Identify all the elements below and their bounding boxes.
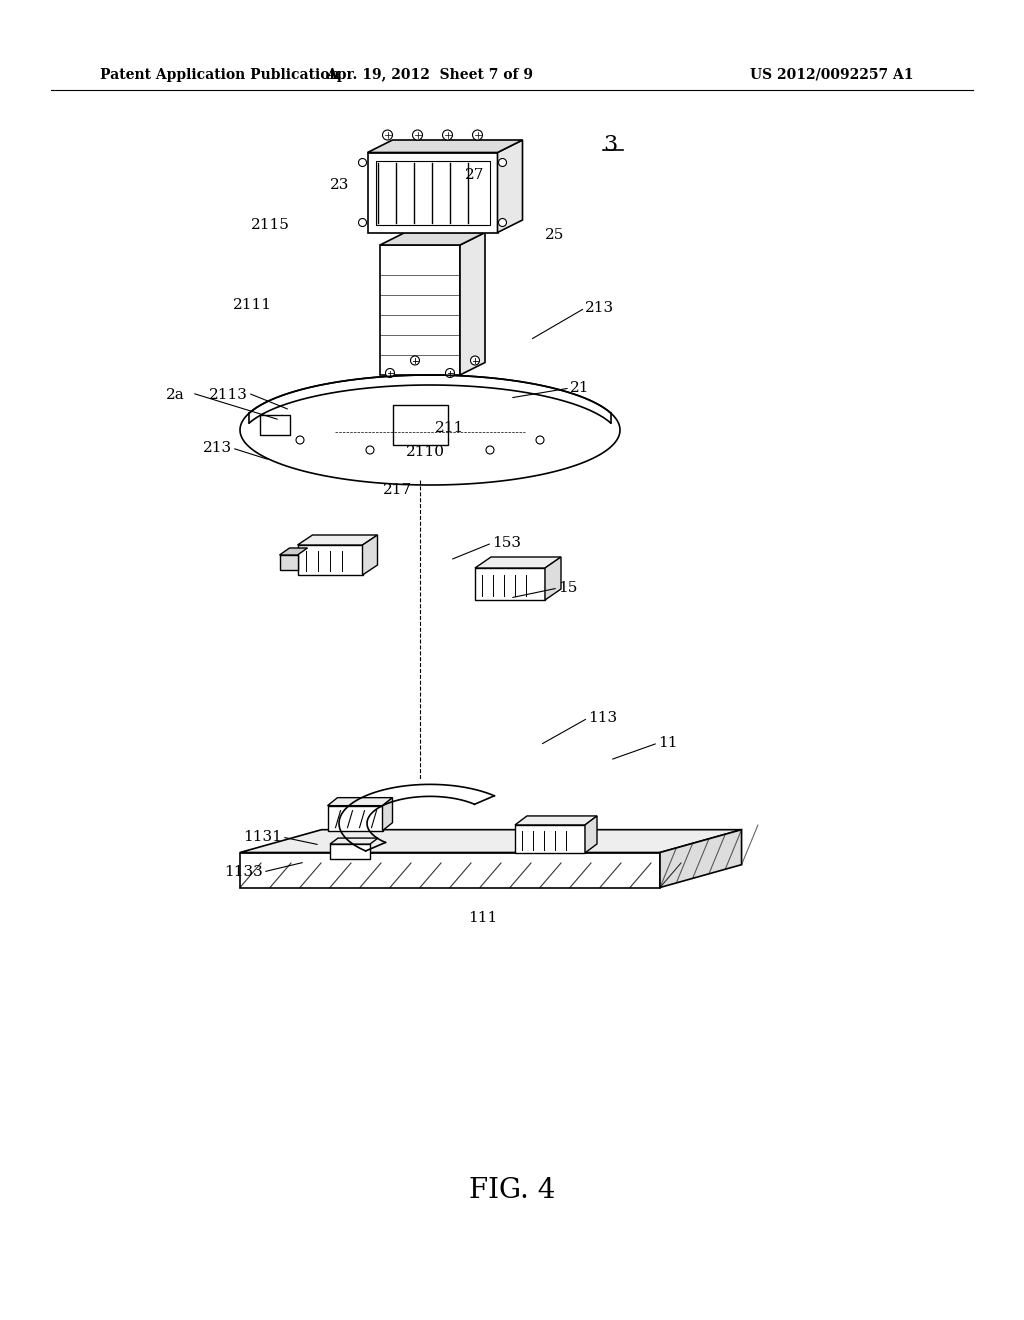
Polygon shape (498, 140, 522, 232)
Text: 25: 25 (545, 228, 564, 242)
Text: 213: 213 (585, 301, 614, 315)
Polygon shape (545, 557, 561, 601)
Polygon shape (362, 535, 378, 576)
Polygon shape (330, 838, 378, 843)
Text: 2110: 2110 (406, 445, 444, 459)
Polygon shape (280, 554, 298, 570)
Text: 2111: 2111 (233, 298, 272, 312)
Polygon shape (298, 535, 378, 545)
Text: 113: 113 (588, 711, 617, 725)
Text: 213: 213 (203, 441, 232, 455)
Circle shape (411, 356, 420, 366)
Text: 1131: 1131 (243, 830, 282, 843)
Circle shape (366, 446, 374, 454)
Text: US 2012/0092257 A1: US 2012/0092257 A1 (750, 69, 913, 82)
Text: 153: 153 (492, 536, 521, 550)
Circle shape (445, 368, 455, 378)
Polygon shape (515, 816, 597, 825)
Circle shape (358, 158, 367, 166)
Text: 15: 15 (558, 581, 578, 595)
Text: 111: 111 (468, 911, 498, 925)
Circle shape (413, 129, 423, 140)
Polygon shape (515, 825, 585, 853)
Polygon shape (380, 232, 485, 246)
Text: Patent Application Publication: Patent Application Publication (100, 69, 340, 82)
Text: 3: 3 (603, 135, 617, 156)
Bar (376, 161, 489, 224)
Text: Apr. 19, 2012  Sheet 7 of 9: Apr. 19, 2012 Sheet 7 of 9 (327, 69, 534, 82)
Text: 1133: 1133 (224, 865, 263, 879)
Circle shape (442, 129, 453, 140)
Circle shape (472, 129, 482, 140)
Polygon shape (328, 805, 383, 830)
Text: 27: 27 (465, 168, 484, 182)
Circle shape (499, 158, 507, 166)
Polygon shape (475, 568, 545, 601)
Circle shape (296, 436, 304, 444)
Polygon shape (660, 830, 741, 887)
Polygon shape (383, 797, 392, 830)
Bar (260, 414, 290, 436)
Text: 211: 211 (435, 421, 465, 436)
Polygon shape (328, 797, 392, 805)
Circle shape (486, 446, 494, 454)
Polygon shape (240, 375, 620, 484)
Polygon shape (585, 816, 597, 853)
Circle shape (385, 368, 394, 378)
Circle shape (499, 219, 507, 227)
Polygon shape (280, 548, 307, 554)
Polygon shape (298, 545, 362, 576)
Text: 2115: 2115 (251, 218, 290, 232)
Text: 2113: 2113 (209, 388, 248, 403)
Text: 2a: 2a (166, 388, 185, 403)
Circle shape (536, 436, 544, 444)
Polygon shape (240, 830, 741, 853)
Polygon shape (460, 232, 485, 375)
Polygon shape (368, 140, 522, 153)
Polygon shape (330, 843, 370, 859)
Text: FIG. 4: FIG. 4 (469, 1176, 555, 1204)
Polygon shape (380, 246, 460, 375)
Polygon shape (368, 153, 498, 232)
Text: 11: 11 (658, 737, 678, 750)
Circle shape (358, 219, 367, 227)
Circle shape (470, 356, 479, 366)
Bar (392, 405, 447, 445)
Text: 23: 23 (331, 178, 349, 191)
Polygon shape (240, 853, 660, 887)
Polygon shape (475, 557, 561, 568)
Circle shape (383, 129, 392, 140)
Text: 217: 217 (382, 483, 412, 498)
Text: 21: 21 (570, 381, 590, 395)
